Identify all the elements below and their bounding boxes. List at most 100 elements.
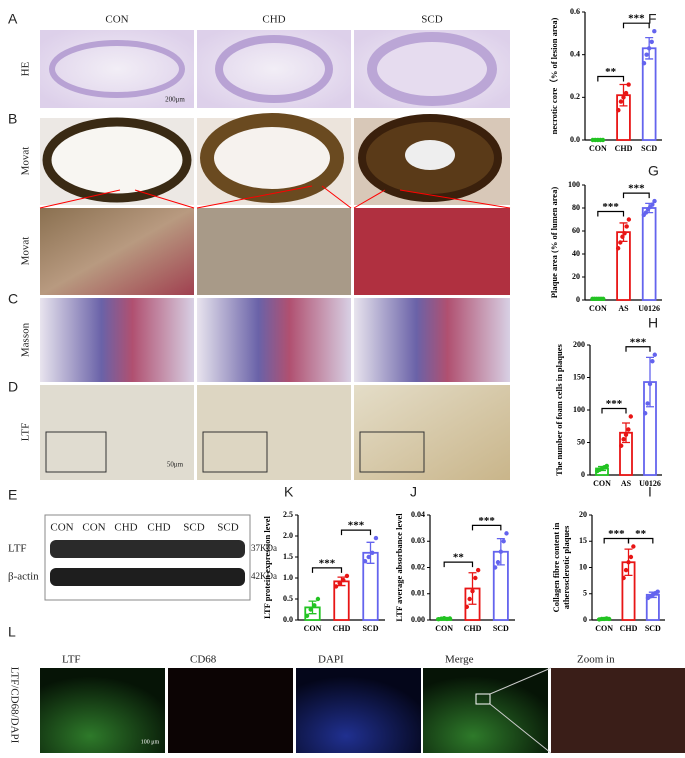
data-point	[621, 575, 626, 581]
column-label: CHD	[262, 14, 285, 26]
x-tick-label: CON	[435, 624, 453, 633]
row-label: Movat	[20, 237, 32, 266]
size-label: 37KDa	[251, 543, 277, 553]
x-tick-label: U0126	[638, 304, 660, 313]
significance-label: **	[453, 552, 465, 564]
data-point	[618, 99, 624, 104]
scale-bar-label: 100 μm	[141, 739, 160, 745]
data-point	[504, 531, 509, 536]
panel-letter: C	[8, 291, 18, 307]
row-label: Movat	[20, 147, 32, 176]
band-label: LTF	[8, 543, 27, 555]
x-tick-label: CON	[589, 304, 607, 313]
data-point	[447, 616, 453, 621]
column-label: CD68	[190, 654, 217, 666]
significance-label: ***	[608, 528, 625, 540]
data-point	[622, 231, 627, 236]
y-tick-label: 0.4	[570, 49, 580, 58]
y-axis-label: necrotic core（% of lesion area)	[549, 18, 559, 135]
significance-label: ***	[606, 398, 623, 410]
significance-bracket	[601, 407, 627, 414]
panel-letter: F	[648, 11, 657, 27]
panel-letter: D	[8, 379, 18, 395]
data-point	[620, 234, 625, 239]
row-label: HE	[20, 61, 32, 76]
y-tick-label: 200	[573, 340, 585, 349]
column-label: Zoom in	[577, 654, 615, 666]
column-label: LTF	[62, 654, 81, 666]
data-point	[337, 580, 342, 586]
data-point	[645, 401, 650, 406]
x-tick-label: CHD	[333, 624, 351, 633]
data-point	[626, 427, 631, 432]
size-label: 42KDa	[251, 571, 277, 581]
y-tick-label: 0.03	[411, 536, 425, 545]
significance-bracket	[625, 346, 651, 352]
data-point	[624, 224, 629, 229]
significance-label: ***	[630, 336, 647, 348]
significance-label: ***	[628, 13, 645, 25]
lane-label: CON	[82, 522, 105, 534]
data-point	[621, 437, 626, 442]
y-tick-label: 0.5	[283, 594, 293, 603]
error-bar	[468, 572, 477, 605]
data-point	[628, 414, 633, 419]
x-tick-label: CON	[593, 479, 611, 488]
column-label: DAPI	[318, 654, 344, 666]
row-label: LTF	[20, 423, 32, 442]
y-tick-label: 0	[581, 470, 585, 479]
data-point	[644, 52, 649, 57]
data-point	[606, 616, 612, 622]
significance-bracket	[340, 529, 372, 536]
significance-bracket	[597, 75, 625, 82]
panel-letter: E	[8, 487, 17, 503]
y-tick-label: 150	[573, 372, 585, 381]
data-point	[315, 596, 321, 602]
data-point	[473, 575, 478, 581]
data-point	[626, 217, 632, 222]
x-tick-label: CON	[304, 624, 322, 633]
x-tick-label: CHD	[464, 624, 482, 633]
data-point	[600, 296, 606, 302]
data-point	[646, 46, 652, 51]
data-point	[643, 411, 648, 416]
data-point	[623, 567, 629, 573]
y-axis-label: LTF protein expression level	[262, 516, 272, 619]
significance-label: ***	[628, 183, 645, 195]
data-point	[652, 198, 657, 204]
panel-letter: K	[284, 484, 294, 500]
x-tick-label: SCD	[493, 624, 509, 633]
significance-bracket	[622, 22, 650, 29]
y-tick-label: 0.0	[570, 135, 580, 144]
x-tick-label: CON	[589, 144, 607, 153]
data-point	[650, 359, 655, 364]
lane-label: CHD	[147, 522, 170, 534]
x-tick-label: SCD	[641, 144, 657, 153]
data-point	[628, 554, 634, 560]
bar-chart: 0 20 40 60 80 100 Plaque area (% of lumen area…	[549, 180, 662, 313]
data-point	[626, 560, 631, 565]
y-tick-label: 5	[583, 589, 587, 598]
column-label: CON	[105, 14, 128, 26]
significance-bracket	[311, 567, 343, 573]
band-label: β-actin	[8, 571, 39, 583]
data-point	[312, 603, 317, 608]
panel-letter: B	[8, 111, 17, 127]
significance-bracket	[627, 537, 654, 544]
significance-bracket	[597, 210, 625, 217]
data-point	[649, 39, 654, 45]
significance-label: ***	[319, 557, 336, 569]
y-tick-label: 60	[572, 226, 580, 235]
y-tick-label: 1.0	[283, 573, 293, 582]
bar-chart: 0.0 0.2 0.4 0.6 necrotic core（% of lesion ar…	[549, 7, 662, 153]
y-tick-label: 40	[572, 249, 580, 258]
y-tick-label: 0.01	[411, 589, 425, 598]
column-label: Merge	[445, 654, 474, 666]
lane-label: SCD	[183, 522, 204, 534]
x-tick-label: AS	[621, 479, 632, 488]
x-tick-label: CHD	[620, 624, 638, 633]
x-tick-label: SCD	[645, 624, 661, 633]
data-point	[470, 588, 475, 594]
data-point	[621, 95, 626, 100]
significance-label: ***	[348, 520, 365, 532]
